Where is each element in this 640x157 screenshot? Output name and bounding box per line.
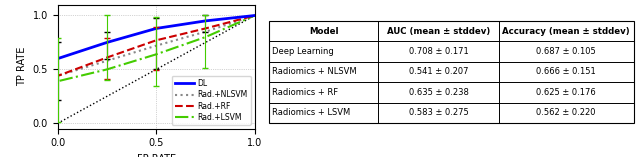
Text: 0.708 ± 0.171: 0.708 ± 0.171 <box>408 47 468 56</box>
Text: 0.583 ± 0.275: 0.583 ± 0.275 <box>408 108 468 117</box>
X-axis label: FP RATE: FP RATE <box>136 154 176 157</box>
Text: 0.687 ± 0.105: 0.687 ± 0.105 <box>536 47 596 56</box>
Text: Radiomics + LSVM: Radiomics + LSVM <box>273 108 351 117</box>
Text: 0.625 ± 0.176: 0.625 ± 0.176 <box>536 88 596 97</box>
Legend: DL, Rad.+NLSVM, Rad.+RF, Rad.+LSVM: DL, Rad.+NLSVM, Rad.+RF, Rad.+LSVM <box>172 76 251 125</box>
Bar <box>269 21 634 123</box>
Text: Radiomics + RF: Radiomics + RF <box>273 88 339 97</box>
Text: 0.635 ± 0.238: 0.635 ± 0.238 <box>408 88 468 97</box>
Text: 0.562 ± 0.220: 0.562 ± 0.220 <box>536 108 596 117</box>
Y-axis label: TP RATE: TP RATE <box>17 47 27 86</box>
Text: Radiomics + NLSVM: Radiomics + NLSVM <box>273 68 357 76</box>
Text: Model: Model <box>308 27 339 36</box>
Text: Deep Learning: Deep Learning <box>273 47 334 56</box>
Text: AUC (mean ± stddev): AUC (mean ± stddev) <box>387 27 490 36</box>
Text: 0.666 ± 0.151: 0.666 ± 0.151 <box>536 68 596 76</box>
Text: 0.541 ± 0.207: 0.541 ± 0.207 <box>409 68 468 76</box>
Text: Accuracy (mean ± stddev): Accuracy (mean ± stddev) <box>502 27 630 36</box>
